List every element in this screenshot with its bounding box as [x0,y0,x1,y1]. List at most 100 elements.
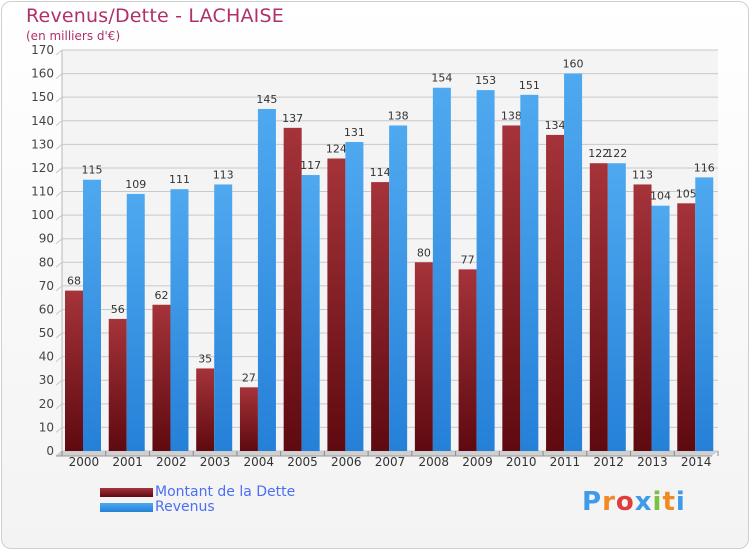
data-label-revenue: 117 [300,159,321,172]
data-label-debt: 27 [242,371,256,384]
data-label-revenue: 109 [125,178,146,191]
y-tick-label: 80 [39,255,54,269]
bar-debt [65,290,83,451]
gridline-3d [55,49,63,56]
y-tick-label: 70 [39,279,54,293]
bar-revenue [651,205,670,451]
bar-revenue [170,189,189,451]
gridline-3d [55,309,63,315]
data-label-debt: 62 [154,289,168,302]
bar-revenue [389,125,408,451]
data-label-debt: 114 [370,166,391,179]
bar-revenue [520,94,539,451]
y-tick-label: 130 [31,137,54,151]
data-label-revenue: 138 [388,109,409,122]
x-tick-label: 2007 [375,455,406,469]
gridline-3d [55,450,63,457]
bar-debt [458,269,477,451]
bar-revenue [564,73,583,452]
gridline-3d [55,356,63,363]
logo-letter: x [634,487,653,517]
data-label-debt: 137 [282,112,303,125]
bar-debt [414,262,433,451]
logo-letter: P [582,487,603,517]
bar-revenue [607,163,626,452]
bar-revenue [476,90,495,451]
data-label-debt: 105 [676,187,697,200]
y-tick-label: 110 [31,185,54,199]
data-label-revenue: 122 [606,147,627,160]
y-tick-label: 60 [39,302,54,316]
x-tick-label: 2010 [506,455,537,469]
x-tick-label: 2008 [418,455,449,469]
data-label-revenue: 153 [475,74,496,87]
bar-debt [327,158,346,451]
gridline-3d [55,96,63,103]
data-label-revenue: 160 [563,58,584,71]
bar-debt [152,304,171,451]
logo-letter: r [602,487,616,517]
x-tick-label: 2001 [112,455,143,469]
y-tick-label: 150 [31,90,54,104]
gridline-3d [55,73,63,79]
data-label-revenue: 111 [169,173,190,186]
y-tick-label: 10 [39,420,54,434]
y-tick-label: 140 [31,114,54,128]
y-tick-label: 100 [31,208,54,222]
bar-debt [633,184,652,451]
y-tick-label: 170 [31,43,54,57]
y-tick-label: 0 [46,444,54,458]
gridline-3d [55,214,63,221]
gridline-3d [55,191,63,197]
bar-debt [502,125,521,451]
gridline-3d [55,427,63,433]
data-label-debt: 68 [67,275,81,288]
bar-debt [546,134,565,451]
logo-letter: i [675,487,686,517]
data-label-debt: 134 [545,119,566,132]
x-tick-label: 2006 [331,455,362,469]
x-tick-label: 2002 [156,455,187,469]
data-label-debt: 138 [501,109,522,122]
y-tick-label: 40 [39,350,54,364]
bar-revenue [257,108,276,452]
gridline-3d [55,379,63,386]
x-tick-label: 2000 [69,455,100,469]
data-label-revenue: 145 [256,93,277,106]
legend-swatch-debt [100,488,153,497]
logo-letter: i [652,487,663,517]
bar-revenue [214,184,233,451]
gridline-3d [55,285,63,292]
x-tick-label: 2005 [287,455,318,469]
x-tick-label: 2014 [681,455,712,469]
proxiti-logo: Proxiti [582,487,686,517]
x-tick-label: 2013 [637,455,668,469]
bar-debt [589,163,608,452]
x-tick-label: 2009 [462,455,493,469]
data-label-revenue: 131 [344,126,365,139]
data-label-debt: 56 [111,303,125,316]
plot-floor [56,451,718,456]
gridline-3d [55,120,63,127]
x-tick-label: 2011 [550,455,581,469]
data-label-revenue: 115 [82,164,103,177]
gridline-3d [55,332,63,339]
data-label-revenue: 104 [650,190,671,203]
chart-subtitle: (en milliers d'€) [26,29,121,43]
gridline-3d [55,261,63,268]
legend-swatch-revenue [100,503,153,512]
x-tick-label: 2003 [200,455,231,469]
data-label-debt: 113 [632,168,653,181]
logo-letter: t [662,487,676,517]
bar-debt [108,318,127,451]
legend-label-revenue: Revenus [155,499,215,515]
data-label-debt: 35 [198,352,212,365]
bar-revenue [432,87,451,451]
bar-revenue [301,175,320,452]
data-label-debt: 80 [417,246,431,259]
gridline-3d [55,238,63,245]
y-tick-label: 50 [39,326,54,340]
data-label-revenue: 154 [431,72,452,85]
data-label-revenue: 116 [694,161,715,174]
